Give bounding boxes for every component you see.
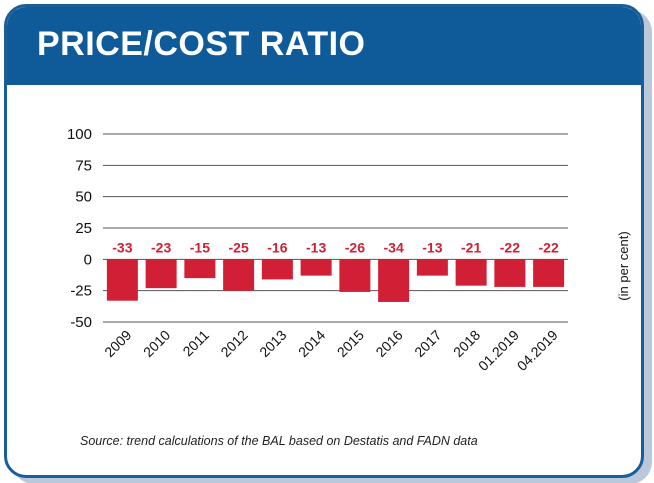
data-label: -23 (151, 239, 171, 255)
data-label: -34 (384, 239, 404, 255)
y-axis-label: (in per cent) (616, 231, 631, 300)
bar (145, 259, 177, 289)
x-tick-label: 2015 (334, 327, 367, 360)
x-tick-label: 2014 (295, 327, 328, 360)
x-axis-ticks: 2009 2010 2011 2012 2013 2014 2015 2016 2017 2018… (101, 327, 561, 374)
x-tick-label: 2012 (217, 327, 250, 360)
data-label: -13 (422, 239, 442, 255)
y-tick-label: 75 (75, 157, 92, 174)
y-tick-label: -25 (70, 283, 92, 300)
y-tick-label: 50 (75, 189, 92, 206)
bar (223, 259, 255, 291)
bar (378, 259, 410, 302)
title-bar: PRICE/COST RATIO (7, 7, 641, 85)
x-tick-label: 2009 (101, 327, 134, 360)
x-tick-label: 01.2019 (475, 327, 522, 374)
x-tick-label: 2018 (450, 327, 483, 360)
bar (106, 259, 138, 301)
data-label: -33 (112, 239, 132, 255)
y-tick-label: 100 (67, 126, 92, 143)
x-tick-label: 2017 (411, 327, 444, 360)
y-tick-label: -50 (70, 314, 92, 331)
data-label: -26 (345, 239, 365, 255)
y-axis-ticks: 100 75 50 25 0 -25 -50 (67, 126, 92, 331)
data-label: -16 (267, 239, 287, 255)
data-label: -15 (190, 239, 210, 255)
data-label: -21 (461, 239, 481, 255)
x-tick-label: 2011 (179, 327, 212, 360)
x-tick-label: 2013 (256, 327, 289, 360)
y-tick-label: 25 (75, 220, 92, 237)
chart-title: PRICE/COST RATIO (37, 25, 366, 63)
data-label: -22 (539, 239, 559, 255)
bar (184, 259, 216, 279)
data-labels: -33 -23 -15 -25 -16 -13 -26 -34 -13 -21 -22 -22 (112, 239, 559, 255)
bar (533, 259, 565, 287)
x-tick-label: 2016 (372, 327, 405, 360)
x-tick-label: 04.2019 (514, 327, 561, 374)
chart-card: PRICE/COST RATIO (4, 4, 644, 478)
x-tick-label: 2010 (140, 327, 173, 360)
bar (300, 259, 332, 276)
source-note: Source: trend calculations of the BAL ba… (80, 434, 478, 448)
bar (339, 259, 371, 292)
data-label: -13 (306, 239, 326, 255)
data-label: -22 (500, 239, 520, 255)
bar (416, 259, 448, 276)
bars (106, 259, 565, 302)
grid-lines (103, 133, 568, 323)
bar (455, 259, 487, 286)
bar (494, 259, 526, 287)
data-label: -25 (229, 239, 249, 255)
bar (261, 259, 293, 280)
y-tick-label: 0 (84, 251, 92, 268)
